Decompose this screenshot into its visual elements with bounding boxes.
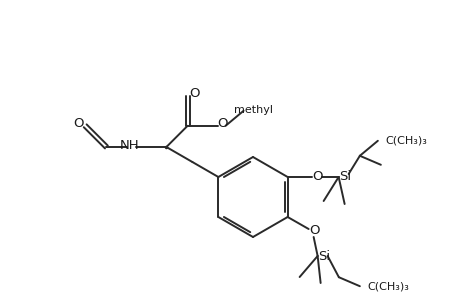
Text: O: O (189, 87, 199, 100)
Text: O: O (217, 117, 227, 130)
Text: C(CH₃)₃: C(CH₃)₃ (367, 281, 409, 291)
Text: O: O (73, 117, 83, 130)
Text: Si: Si (318, 250, 330, 262)
Text: O: O (309, 224, 319, 238)
Text: C(CH₃)₃: C(CH₃)₃ (385, 136, 427, 146)
Text: O: O (312, 169, 322, 182)
Text: Si: Si (339, 170, 351, 184)
Text: NH: NH (119, 139, 139, 152)
Text: methyl: methyl (234, 105, 273, 115)
